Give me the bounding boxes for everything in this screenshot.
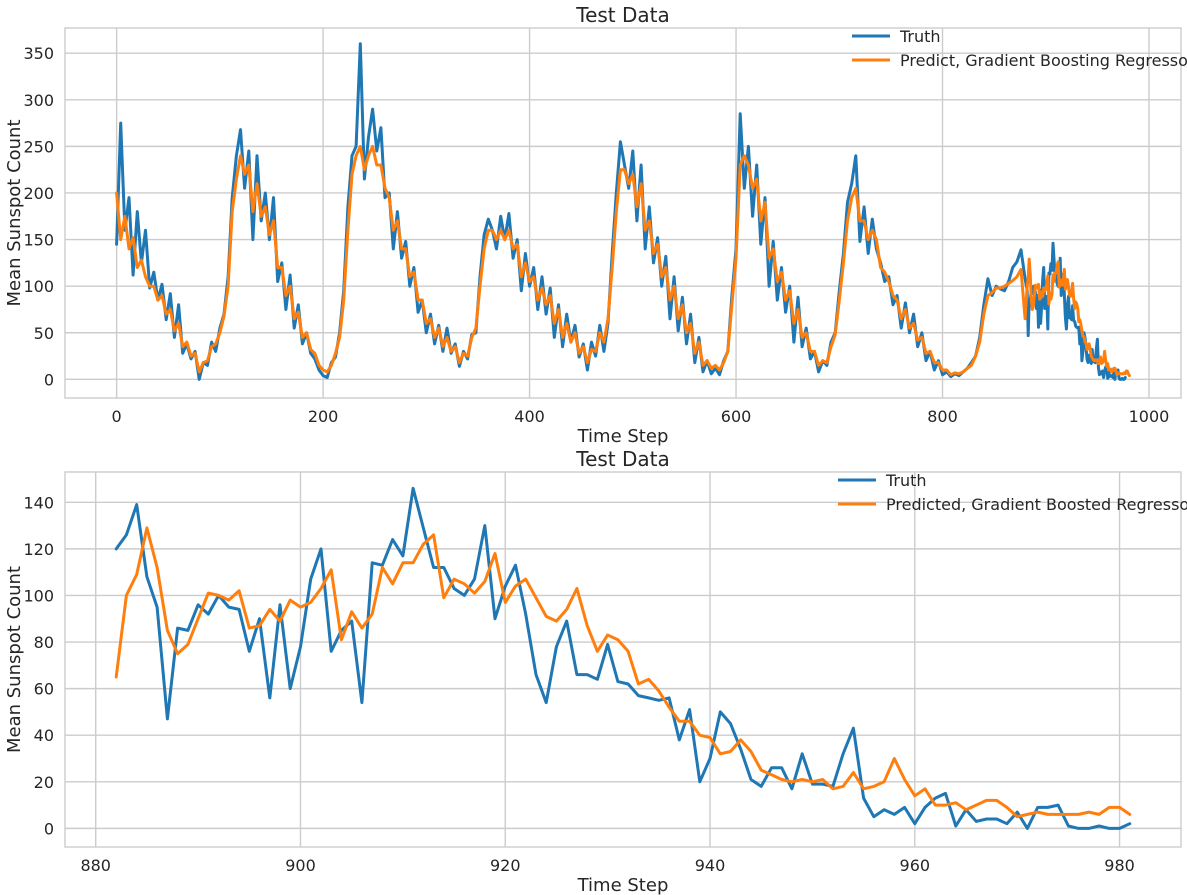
x-axis-label: Time Step bbox=[577, 426, 669, 447]
x-axis-label: Time Step bbox=[577, 875, 669, 895]
y-tick-label: 80 bbox=[34, 633, 54, 652]
plot-frame bbox=[64, 471, 1182, 848]
y-axis-label: Mean Sunspot Count bbox=[4, 119, 25, 306]
x-tick-label: 0 bbox=[112, 407, 122, 426]
series-line-predicted bbox=[115, 144, 1131, 378]
x-tick-label: 920 bbox=[490, 856, 521, 875]
legend-label: Predicted, Gradient Boosted Regressor bbox=[886, 495, 1187, 514]
x-tick-label: 1000 bbox=[1129, 407, 1170, 426]
legend-label: Truth bbox=[899, 27, 941, 46]
x-tick-label: 940 bbox=[695, 856, 726, 875]
y-tick-label: 120 bbox=[23, 540, 54, 559]
x-tick-label: 900 bbox=[285, 856, 316, 875]
y-tick-label: 50 bbox=[34, 324, 54, 343]
x-tick-label: 600 bbox=[721, 407, 752, 426]
series-line-truth bbox=[115, 42, 1127, 381]
chart-title: Test Data bbox=[575, 447, 670, 471]
y-tick-label: 0 bbox=[44, 370, 54, 389]
x-tick-label: 880 bbox=[80, 856, 111, 875]
y-tick-label: 250 bbox=[23, 137, 54, 156]
y-tick-label: 350 bbox=[23, 44, 54, 63]
y-axis-label: Mean Sunspot Count bbox=[4, 566, 25, 753]
series-line-predicted bbox=[114, 526, 1132, 819]
y-tick-label: 100 bbox=[23, 586, 54, 605]
y-tick-label: 0 bbox=[44, 819, 54, 838]
x-tick-label: 400 bbox=[514, 407, 545, 426]
y-tick-label: 200 bbox=[23, 184, 54, 203]
series-line-truth bbox=[114, 486, 1132, 830]
legend: Truth Predicted, Gradient Boosted Regress… bbox=[838, 471, 1187, 514]
x-tick-label: 960 bbox=[900, 856, 931, 875]
legend-label: Predict, Gradient Boosting Regressor bbox=[900, 51, 1187, 70]
chart-panel-2: 880 900 920 940 960 980 0 20 40 60 80 100 120 140 Test… bbox=[4, 447, 1187, 895]
x-tick-label: 980 bbox=[1104, 856, 1135, 875]
y-tick-label: 140 bbox=[23, 493, 54, 512]
y-tick-label: 300 bbox=[23, 91, 54, 110]
y-tick-label: 20 bbox=[34, 773, 54, 792]
chart-title: Test Data bbox=[575, 3, 670, 27]
y-tick-label: 40 bbox=[34, 726, 54, 745]
y-tick-label: 100 bbox=[23, 277, 54, 296]
plot-frame bbox=[64, 27, 1182, 399]
chart-panel-1: 0 200 400 600 800 1000 0 50 100 150 200 250 300 350 Te… bbox=[4, 3, 1187, 447]
x-tick-label: 800 bbox=[927, 407, 958, 426]
x-tick-label: 200 bbox=[308, 407, 339, 426]
y-tick-label: 150 bbox=[23, 231, 54, 250]
y-tick-label: 60 bbox=[34, 680, 54, 699]
legend: Truth Predict, Gradient Boosting Regresso… bbox=[852, 27, 1187, 70]
legend-label: Truth bbox=[885, 471, 927, 490]
